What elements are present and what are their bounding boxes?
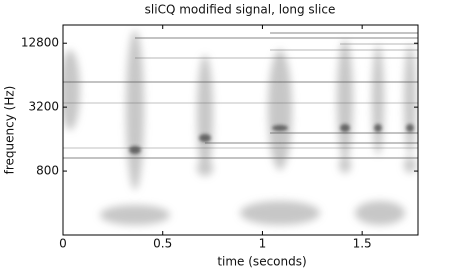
x-axis-label: time (seconds) [217, 255, 306, 269]
chart-title: sliCQ modified signal, long slice [145, 3, 336, 17]
x-tick-label: 0 [59, 237, 67, 251]
y-tick-label: 800 [36, 164, 59, 178]
y-tick-label: 3200 [28, 100, 59, 114]
x-tick-label: 1 [259, 237, 267, 251]
x-tick-label: 0.5 [153, 237, 172, 251]
y-axis-label: frequency (Hz) [3, 86, 17, 175]
plot-frame [62, 24, 419, 236]
spectrogram-image [63, 25, 418, 235]
y-tick-label: 12800 [21, 36, 59, 50]
x-tick-label: 1.5 [353, 237, 372, 251]
